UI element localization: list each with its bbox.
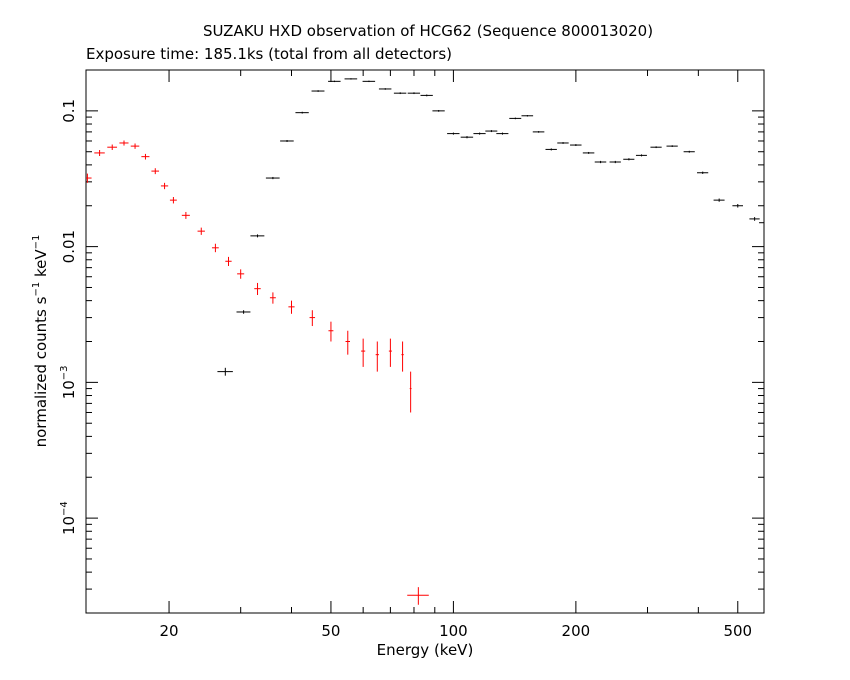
y-tick-label-exp: −4	[59, 501, 70, 516]
x-tick-label: 500	[723, 622, 752, 640]
y-tick-label-base: 0.1	[60, 99, 78, 123]
series-0	[86, 140, 412, 413]
x-axis: 20 50 100 200 500	[159, 70, 752, 640]
y-tick-label: 0.01	[60, 230, 78, 263]
y-axis-label-main: normalized counts s	[32, 296, 50, 447]
chart-subtitle: Exposure time: 185.1ks (total from all d…	[86, 45, 452, 63]
y-tick-label-base: 10	[60, 516, 78, 535]
x-tick-label: 20	[159, 622, 178, 640]
plot-frame	[85, 69, 765, 614]
chart-title: SUZAKU HXD observation of HCG62 (Sequenc…	[203, 22, 653, 40]
x-axis-label: Energy (keV)	[377, 641, 474, 659]
y-tick-label: 0.1	[60, 99, 78, 123]
y-tick-label: 10−3	[59, 365, 78, 399]
y-axis-label: normalized counts s−1 keV−1	[31, 235, 50, 448]
data-series	[86, 78, 765, 605]
series-1	[407, 587, 429, 605]
y-axis-label-sup1: −1	[31, 282, 42, 297]
series-2	[217, 78, 765, 376]
y-tick-label: 10−4	[59, 501, 78, 535]
y-axis-label-mid: keV	[32, 249, 50, 282]
y-tick-label-base: 0.01	[60, 230, 78, 263]
y-tick-label-base: 10	[60, 380, 78, 399]
y-axis-label-sup2: −1	[31, 235, 42, 250]
y-tick-label-exp: −3	[59, 365, 70, 380]
x-tick-label: 100	[439, 622, 468, 640]
x-tick-label: 200	[562, 622, 591, 640]
x-tick-label: 50	[321, 622, 340, 640]
